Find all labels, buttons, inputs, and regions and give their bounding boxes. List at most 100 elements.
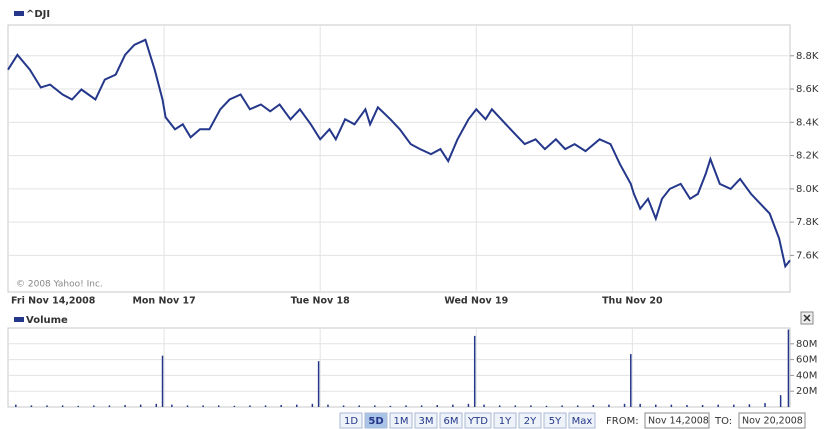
volume-bar — [498, 405, 501, 407]
volume-bar — [46, 405, 48, 407]
price-panel — [7, 24, 791, 293]
volume-bar — [405, 405, 407, 407]
volume-bar — [358, 405, 360, 407]
volume-bar — [561, 405, 563, 407]
volume-bar — [311, 403, 314, 407]
x-tick-label: Mon Nov 17 — [132, 296, 195, 307]
volume-bar — [217, 405, 220, 407]
price-line — [7, 38, 791, 269]
volume-bar — [77, 405, 79, 407]
volume-bar — [483, 404, 485, 407]
volume-bar — [155, 403, 158, 407]
volume-bar — [608, 404, 610, 407]
volume-bar — [686, 405, 688, 407]
volume-bar — [249, 405, 251, 407]
volume-bar — [342, 405, 345, 407]
volume-bar — [467, 403, 470, 407]
range-button[interactable] — [339, 412, 363, 429]
legend-label: ^DJI — [26, 9, 50, 20]
from-label: FROM: — [606, 416, 639, 427]
volume-bar — [592, 405, 595, 407]
volume-bar — [764, 403, 766, 407]
y-tick-label: 40M — [796, 370, 817, 381]
y-tick-label: 8.2K — [796, 151, 819, 162]
volume-bar — [576, 405, 579, 407]
range-button-label[interactable]: 5Y — [549, 416, 562, 427]
y-tick-label: 7.6K — [796, 250, 819, 261]
volume-bar — [61, 405, 64, 407]
range-button[interactable] — [389, 412, 413, 429]
volume-bar — [296, 404, 298, 407]
volume-bar — [420, 405, 423, 407]
volume-bar — [264, 405, 267, 407]
y-tick-label: 20M — [796, 386, 817, 397]
volume-bar — [389, 405, 392, 407]
volume-bar — [186, 405, 189, 407]
volume-bar — [630, 354, 632, 407]
range-button-label[interactable]: 3M — [419, 416, 434, 427]
range-button[interactable] — [568, 412, 596, 429]
y-tick-label: 80M — [796, 339, 817, 350]
from-input[interactable] — [644, 412, 710, 429]
to-label: TO: — [714, 416, 732, 427]
y-tick-label: 8.4K — [796, 117, 819, 128]
range-button[interactable] — [543, 412, 567, 429]
range-button-label[interactable]: 2Y — [524, 416, 537, 427]
range-button-label[interactable]: 5D — [368, 416, 383, 427]
volume-bar — [530, 405, 532, 407]
volume-bar — [374, 405, 376, 407]
range-button-label[interactable]: 1Y — [499, 416, 512, 427]
volume-panel — [7, 327, 791, 408]
volume-bar — [452, 404, 454, 407]
volume-bar — [717, 404, 719, 407]
volume-bar — [779, 395, 782, 407]
y-tick-label: 7.8K — [796, 217, 819, 228]
volume-bar — [655, 404, 657, 407]
range-button[interactable] — [493, 412, 517, 429]
volume-bar — [733, 404, 735, 407]
volume-bar — [161, 355, 164, 407]
volume-bar — [327, 404, 329, 407]
legend-swatch — [14, 317, 24, 322]
legend-label: Volume — [26, 315, 68, 326]
y-tick-label: 8.6K — [796, 84, 819, 95]
volume-bar — [124, 405, 126, 407]
range-button[interactable] — [518, 412, 542, 429]
range-button-label[interactable]: 1D — [344, 416, 358, 427]
to-value[interactable]: Nov 20,2008 — [742, 416, 803, 427]
volume-bar — [15, 404, 17, 407]
to-input[interactable] — [738, 412, 806, 429]
range-button[interactable] — [414, 412, 438, 429]
copyright: © 2008 Yahoo! Inc. — [16, 280, 103, 290]
volume-bar — [639, 403, 641, 407]
volume-bar — [436, 405, 438, 407]
y-tick-label: 60M — [796, 355, 817, 366]
legend-swatch — [14, 11, 24, 16]
range-button[interactable] — [439, 412, 463, 429]
volume-bar — [473, 335, 476, 407]
x-tick-label: Tue Nov 18 — [291, 296, 351, 307]
range-button-label[interactable]: YTD — [467, 416, 488, 427]
volume-bar — [202, 405, 204, 407]
volume-bar — [30, 405, 33, 407]
from-value[interactable]: Nov 14,2008 — [648, 416, 709, 427]
range-button-label[interactable]: Max — [572, 416, 593, 427]
x-tick-label: Wed Nov 19 — [444, 296, 508, 307]
volume-bar — [514, 405, 517, 407]
range-button[interactable] — [464, 412, 492, 429]
volume-bar — [748, 404, 751, 407]
volume-bar — [280, 405, 282, 407]
volume-bar — [233, 405, 236, 407]
volume-bar — [139, 404, 142, 407]
volume-bar — [623, 403, 626, 407]
range-button-label[interactable]: 1M — [394, 416, 409, 427]
range-button-label[interactable]: 6M — [444, 416, 459, 427]
x-tick-label: Fri Nov 14,2008 — [11, 296, 96, 307]
range-button[interactable] — [364, 412, 388, 429]
y-tick-label: 8.8K — [796, 51, 819, 62]
volume-bar — [545, 405, 548, 407]
volume-bar — [317, 361, 320, 407]
close-button[interactable] — [800, 311, 814, 325]
volume-bar — [171, 404, 173, 407]
